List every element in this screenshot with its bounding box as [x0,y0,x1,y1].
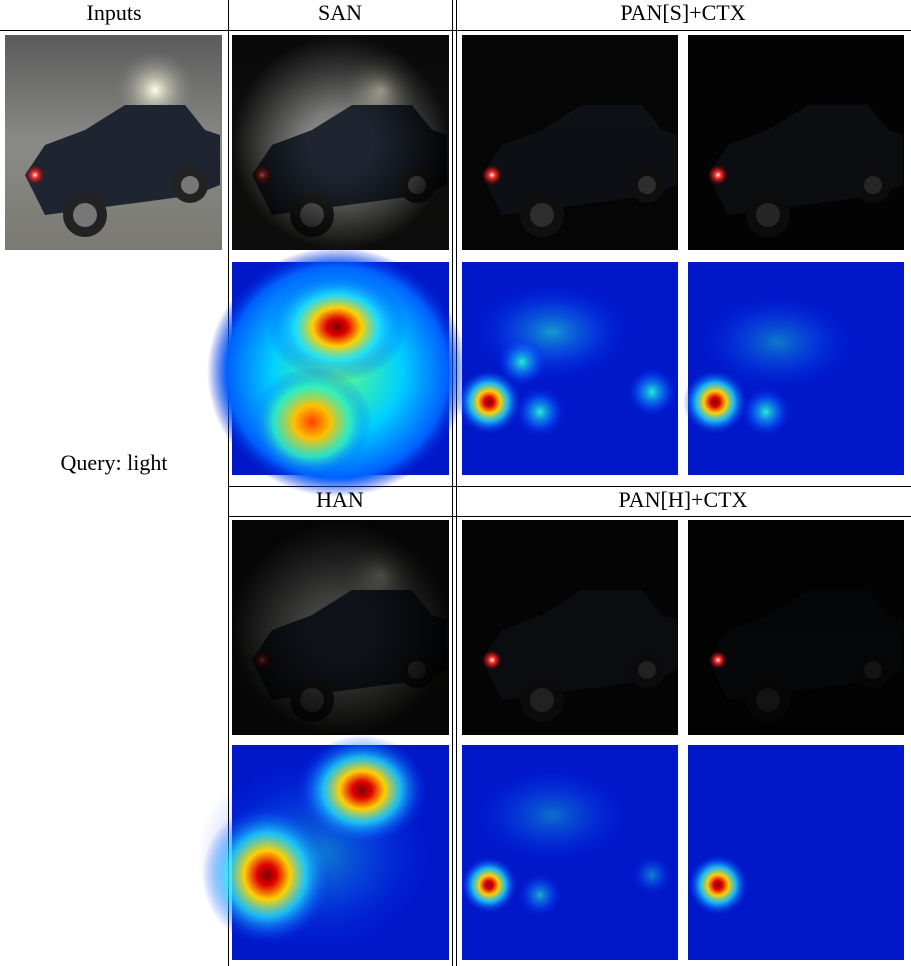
column-header: SAN [318,0,362,25]
attention-image [232,520,449,735]
attention-image [688,35,904,250]
column-header: PAN[H]+CTX [619,487,748,512]
query-label: Query: light [61,450,168,475]
column-header: HAN [316,487,364,512]
heatmap [207,247,467,497]
attention-image [688,520,904,735]
input-image [5,35,222,250]
attention-image [462,520,678,735]
header-row: Inputs SAN PAN[S]+CTX [87,0,746,25]
attention-image [462,35,678,250]
column-header: Inputs [87,0,142,25]
attention-image [232,35,449,250]
heatmap [461,745,678,960]
column-header: PAN[S]+CTX [620,0,745,25]
heatmap [688,745,904,960]
header-row: HAN PAN[H]+CTX [316,487,747,512]
heatmap [197,735,449,960]
heatmap [683,262,904,475]
heatmap [457,262,678,475]
